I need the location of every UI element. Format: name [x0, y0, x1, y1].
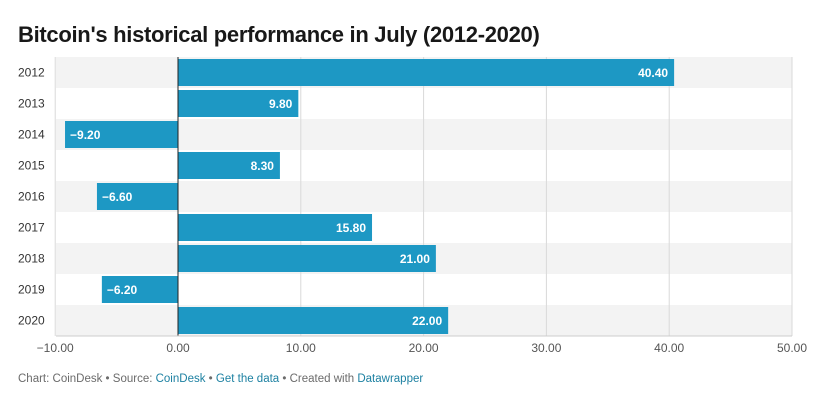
category-label: 2018 [18, 252, 45, 266]
data-label: 40.40 [638, 66, 668, 80]
footer-separator: • [205, 373, 216, 385]
category-label: 2019 [18, 283, 45, 297]
category-label: 2014 [18, 128, 45, 142]
bar [96, 183, 178, 210]
data-label: −6.20 [107, 283, 138, 297]
category-label: 2012 [18, 66, 45, 80]
bar [65, 121, 178, 148]
footer-created-with: • Created with [279, 373, 358, 385]
category-label: 2015 [18, 159, 45, 173]
data-label: 9.80 [269, 97, 293, 111]
data-label: 22.00 [412, 314, 442, 328]
source-link[interactable]: CoinDesk [155, 373, 206, 385]
category-label: 2017 [18, 221, 45, 235]
footer-credit: Chart: CoinDesk • Source: [18, 373, 156, 385]
datawrapper-link[interactable]: Datawrapper [357, 373, 424, 385]
category-label: 2020 [18, 314, 45, 328]
data-label: 21.00 [400, 252, 430, 266]
data-label: 8.30 [251, 159, 275, 173]
get-data-link[interactable]: Get the data [215, 373, 280, 385]
data-label: −6.60 [102, 190, 133, 204]
chart-footer: Chart: CoinDesk • Source: CoinDesk • Get… [18, 373, 423, 385]
bar [178, 59, 675, 86]
bar [178, 152, 280, 179]
data-label: 15.80 [336, 221, 366, 235]
bar [178, 307, 449, 334]
x-tick-label: 10.00 [286, 341, 316, 355]
chart-title: Bitcoin's historical performance in July… [18, 22, 540, 47]
bar [178, 90, 299, 117]
x-tick-label: 0.00 [166, 341, 190, 355]
bar [178, 214, 373, 241]
category-label: 2013 [18, 97, 45, 111]
x-tick-label: 30.00 [531, 341, 561, 355]
bar [101, 276, 178, 303]
bar [178, 245, 436, 272]
x-tick-label: 20.00 [409, 341, 439, 355]
data-label: −9.20 [70, 128, 101, 142]
x-tick-label: 50.00 [777, 341, 807, 355]
x-tick-label: 40.00 [654, 341, 684, 355]
x-tick-label: −10.00 [37, 341, 74, 355]
category-label: 2016 [18, 190, 45, 204]
